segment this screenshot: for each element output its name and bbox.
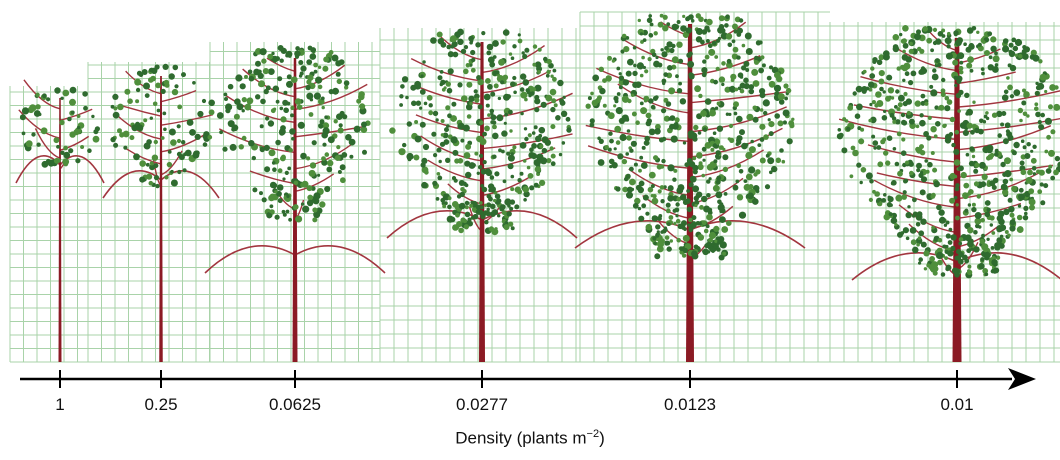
branch [585, 124, 691, 143]
branch [427, 159, 483, 182]
branch [23, 79, 61, 110]
trunk [58, 98, 62, 362]
branch [481, 147, 556, 170]
branch [587, 145, 691, 169]
branch [867, 144, 958, 163]
tree-4 [386, 28, 578, 362]
foliage [836, 25, 1060, 279]
grid-panel-1 [9, 86, 88, 363]
branch [481, 92, 573, 120]
low-branch [574, 220, 691, 249]
low-branch [294, 245, 386, 274]
branch [689, 91, 787, 104]
low-branch [204, 245, 296, 274]
branch [481, 176, 530, 197]
density-label-0.0277: 0.0277 [456, 395, 508, 414]
branch [266, 57, 296, 72]
axis-title-exponent: −2 [586, 428, 600, 440]
branch [249, 170, 296, 185]
tree-2 [102, 63, 220, 362]
grid-panel-2 [87, 62, 210, 363]
branch [617, 83, 691, 114]
foliage [19, 86, 100, 168]
branch [689, 55, 761, 76]
branch [34, 128, 61, 159]
foliage [216, 45, 371, 223]
branch [956, 90, 1060, 108]
axis-title: Density (plants m−2) [455, 428, 605, 449]
low-branch [386, 210, 483, 239]
branch [225, 94, 296, 124]
density-label-0.0123: 0.0123 [664, 395, 716, 414]
branch [160, 114, 214, 126]
axis-arrowhead [1008, 368, 1036, 390]
tree-6 [836, 25, 1060, 362]
branch [860, 76, 958, 96]
foliage [389, 28, 572, 236]
foliage [585, 13, 795, 261]
foliage [110, 63, 215, 189]
trees [15, 13, 1060, 362]
density-label-0.01: 0.01 [940, 395, 974, 414]
branch [59, 135, 90, 151]
density-label-0.0625: 0.0625 [269, 395, 321, 414]
branch [596, 67, 691, 95]
tree-3 [204, 45, 386, 362]
density-label-0.25: 0.25 [144, 395, 178, 414]
tree-5 [574, 13, 806, 362]
tree-1 [15, 79, 105, 362]
branch [160, 89, 197, 103]
branch [893, 46, 958, 72]
axis-title-text: Density (plants m [455, 428, 587, 448]
branch [876, 172, 958, 188]
trunk [159, 76, 163, 362]
branch [218, 128, 296, 154]
low-branch [956, 252, 1060, 280]
branch [420, 135, 483, 162]
branch [410, 58, 483, 82]
density-axis [20, 368, 1036, 390]
trunk [686, 24, 694, 362]
branch [689, 106, 787, 133]
branch [122, 105, 162, 117]
branch [125, 148, 162, 165]
branch [59, 108, 93, 121]
branch [419, 86, 483, 105]
branch [294, 173, 335, 193]
density-label-1: 1 [55, 395, 65, 414]
branch [481, 133, 573, 150]
branch [115, 113, 162, 140]
branch [18, 109, 61, 139]
axis-title-close: ) [599, 428, 605, 448]
branch [898, 204, 958, 234]
branch [160, 133, 207, 153]
branch [956, 71, 1016, 85]
branch [437, 33, 483, 61]
branch [853, 104, 958, 120]
